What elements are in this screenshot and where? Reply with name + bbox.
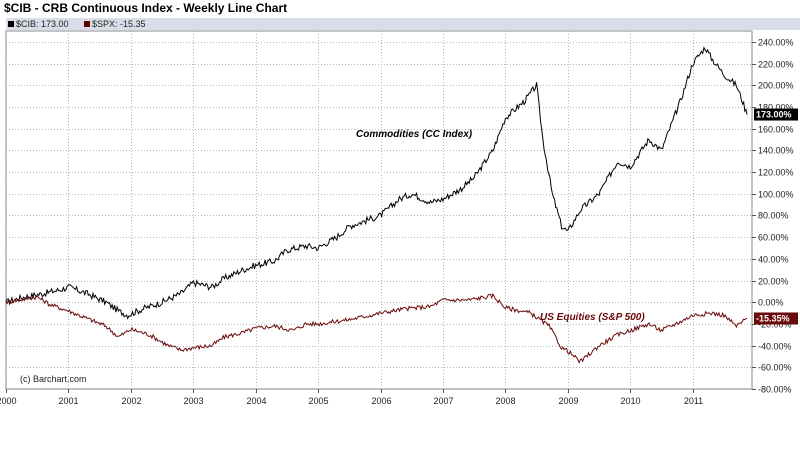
y-tick-label: 0.00% [758, 298, 784, 308]
legend-label-cib: $CIB: 173.00 [16, 19, 69, 29]
last-value-label-spx: -15.35% [756, 313, 790, 323]
y-tick-label: 140.00% [758, 146, 794, 156]
x-tick-label: 2000 [0, 396, 17, 406]
legend-item-spx: $SPX: -15.35 [84, 18, 146, 30]
y-tick-label: 160.00% [758, 125, 794, 135]
y-tick-label: -40.00% [758, 342, 792, 352]
y-tick-label: 80.00% [758, 211, 789, 221]
legend-item-cib: $CIB: 173.00 [8, 18, 69, 30]
x-tick-label: 2008 [495, 396, 515, 406]
y-tick-label: 240.00% [758, 38, 794, 48]
y-tick-label: -60.00% [758, 363, 792, 373]
x-tick-label: 2007 [433, 396, 453, 406]
plot-frame [5, 30, 753, 390]
y-tick-label: -20.00% [758, 320, 792, 330]
x-tick-label: 2006 [371, 396, 391, 406]
x-tick-label: 2003 [183, 396, 203, 406]
x-tick-label: 2005 [308, 396, 328, 406]
last-value-label-cib: 173.00% [756, 110, 792, 120]
legend-swatch-spx [84, 21, 90, 27]
x-tick-label: 2009 [558, 396, 578, 406]
last-value-box-spx [754, 312, 798, 325]
x-tick-label: 2004 [246, 396, 266, 406]
y-tick-label: 220.00% [758, 60, 794, 70]
y-tick-label: 200.00% [758, 81, 794, 91]
y-tick-label: 120.00% [758, 168, 794, 178]
y-tick-label: 20.00% [758, 277, 789, 287]
x-tick-label: 2001 [58, 396, 78, 406]
x-tick-label: 2011 [684, 396, 703, 406]
annotation-us-equities: US Equities (S&P 500) [540, 312, 645, 323]
chart-title: $CIB - CRB Continuous Index - Weekly Lin… [4, 1, 288, 15]
legend-swatch-cib [8, 21, 14, 27]
y-tick-label: 180.00% [758, 103, 794, 113]
last-value-box-cib [754, 108, 798, 121]
legend-label-spx: $SPX: -15.35 [92, 19, 146, 29]
series-line-spx [5, 292, 748, 364]
x-tick-label: 2010 [620, 396, 640, 406]
series-line-cib [5, 46, 748, 320]
y-tick-label: 40.00% [758, 255, 789, 265]
x-tick-label: 2002 [121, 396, 141, 406]
legend-bar: $CIB: 173.00 $SPX: -15.35 [6, 18, 800, 30]
credit-text: (c) Barchart.com [20, 374, 87, 384]
y-tick-label: -80.00% [758, 385, 792, 395]
annotation-commodities: Commodities (CC Index) [356, 129, 473, 140]
y-tick-label: 60.00% [758, 233, 789, 243]
y-tick-label: 100.00% [758, 190, 794, 200]
